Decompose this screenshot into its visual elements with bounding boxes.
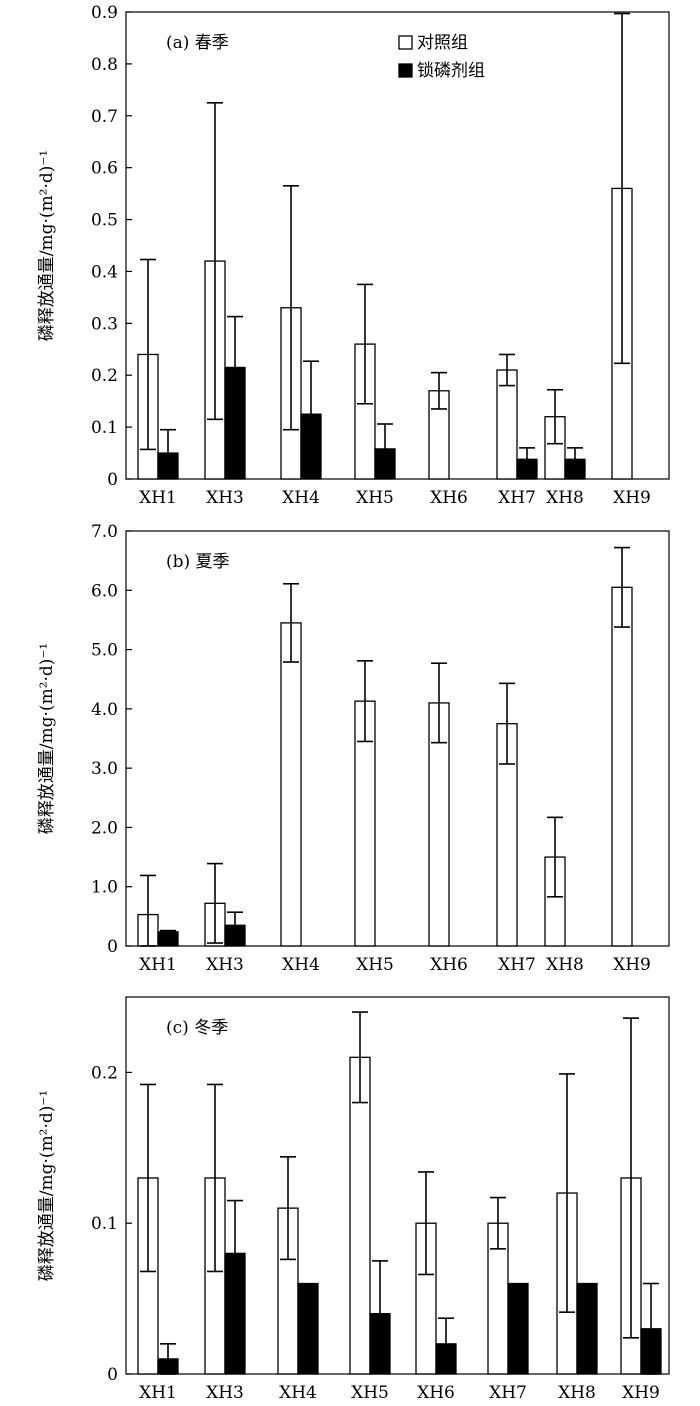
plot-frame bbox=[125, 996, 670, 1375]
x-tick-label: XH6 bbox=[417, 1383, 455, 1403]
x-tick-label: XH3 bbox=[206, 1383, 244, 1403]
bar-control bbox=[349, 1056, 371, 1375]
y-tick-label: 0.5 bbox=[91, 211, 118, 231]
legend-swatch-control bbox=[398, 35, 413, 50]
legend-swatch-treated bbox=[398, 63, 413, 78]
y-tick-label: 2.0 bbox=[91, 818, 118, 838]
y-tick-label: 0.6 bbox=[91, 159, 118, 179]
y-tick-label: 3.0 bbox=[91, 759, 118, 779]
x-tick-label: XH9 bbox=[613, 955, 651, 975]
x-tick-label: XH5 bbox=[356, 955, 394, 975]
x-tick-label: XH3 bbox=[206, 488, 244, 508]
x-tick-label: XH8 bbox=[546, 488, 584, 508]
x-tick-label: XH9 bbox=[613, 488, 651, 508]
bar-control bbox=[611, 586, 633, 947]
y-tick-label: 0.2 bbox=[91, 1063, 118, 1083]
plot-frame bbox=[125, 11, 670, 480]
x-tick-label: XH4 bbox=[282, 955, 320, 975]
legend-label: 对照组 bbox=[417, 33, 468, 53]
x-tick-label: XH9 bbox=[622, 1383, 660, 1403]
panel-1: 0 0.1 0.2 0.3 0.4 0.5 0.6 0.7 0.8 0.9 XH1 XH3 XH4 XH5… bbox=[37, 3, 670, 508]
x-tick-label: XH5 bbox=[356, 488, 394, 508]
y-axis-label: 磷释放通量/mg·(m²·d)⁻¹ bbox=[37, 150, 57, 341]
panel-title: (b) 夏季 bbox=[166, 552, 230, 572]
x-tick-label: XH7 bbox=[498, 488, 536, 508]
x-tick-label: XH5 bbox=[351, 1383, 389, 1403]
y-axis-label: 磷释放通量/mg·(m²·d)⁻¹ bbox=[37, 643, 57, 834]
bar-treated bbox=[297, 1282, 319, 1375]
y-tick-label: 0.9 bbox=[91, 3, 118, 23]
y-tick-label: 0.3 bbox=[91, 314, 118, 334]
bar-control bbox=[280, 622, 302, 947]
y-tick-label: 6.0 bbox=[91, 581, 118, 601]
bar-treated bbox=[157, 931, 179, 947]
y-tick-label: 1.0 bbox=[91, 878, 118, 898]
y-tick-label: 7.0 bbox=[91, 522, 118, 542]
y-tick-label: 0.4 bbox=[91, 262, 118, 282]
x-tick-label: XH1 bbox=[139, 955, 177, 975]
x-tick-label: XH1 bbox=[139, 1383, 177, 1403]
y-tick-label: 0.7 bbox=[91, 107, 118, 127]
x-tick-label: XH4 bbox=[282, 488, 320, 508]
x-tick-label: XH4 bbox=[279, 1383, 317, 1403]
y-tick-label: 0.1 bbox=[91, 1214, 118, 1234]
y-tick-label: 0 bbox=[107, 1365, 118, 1385]
y-tick-label: 4.0 bbox=[91, 700, 118, 720]
x-tick-label: XH1 bbox=[139, 488, 177, 508]
y-axis-label: 磷释放通量/mg·(m²·d)⁻¹ bbox=[37, 1090, 57, 1281]
x-tick-label: XH8 bbox=[546, 955, 584, 975]
x-tick-label: XH7 bbox=[489, 1383, 527, 1403]
panel-3: 0 0.1 0.2 XH1 XH3 XH4 XH5 XH6 XH7 XH8 XH9 磷释放通量/mg·… bbox=[37, 996, 670, 1403]
bar-treated bbox=[576, 1282, 598, 1375]
y-tick-label: 0.8 bbox=[91, 55, 118, 75]
x-tick-label: XH6 bbox=[430, 488, 468, 508]
y-tick-label: 0 bbox=[107, 470, 118, 490]
x-tick-label: XH6 bbox=[430, 955, 468, 975]
y-tick-label: 0.2 bbox=[91, 366, 118, 386]
y-tick-label: 0.1 bbox=[91, 418, 118, 438]
bar-treated bbox=[507, 1282, 529, 1375]
x-tick-label: XH7 bbox=[498, 955, 536, 975]
panel-title: (c) 冬季 bbox=[166, 1018, 228, 1038]
panel-2: 0 1.0 2.0 3.0 4.0 5.0 6.0 7.0 XH1 XH3 XH4 XH5 XH6 XH7… bbox=[37, 522, 670, 975]
panel-title: (a) 春季 bbox=[166, 33, 229, 53]
legend-label: 锁磷剂组 bbox=[417, 61, 485, 81]
x-tick-label: XH8 bbox=[558, 1383, 596, 1403]
x-tick-label: XH3 bbox=[206, 955, 244, 975]
y-tick-label: 0 bbox=[107, 937, 118, 957]
y-tick-label: 5.0 bbox=[91, 641, 118, 661]
plot-frame bbox=[125, 530, 670, 947]
